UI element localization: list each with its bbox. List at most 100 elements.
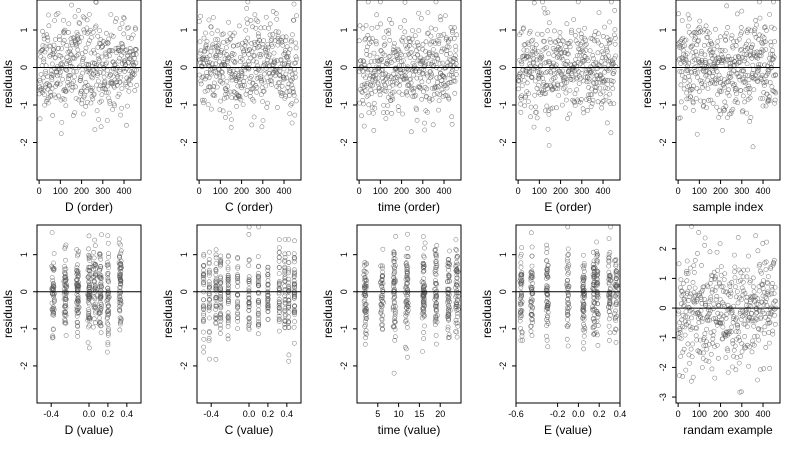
data-point bbox=[580, 263, 586, 269]
data-point bbox=[577, 47, 583, 52]
data-point bbox=[106, 307, 111, 313]
data-point bbox=[724, 56, 730, 62]
data-point bbox=[391, 249, 397, 255]
data-point bbox=[611, 71, 616, 76]
data-point bbox=[422, 245, 427, 251]
x-tick-label: 400 bbox=[756, 409, 771, 419]
data-point bbox=[613, 294, 618, 299]
data-point bbox=[256, 278, 261, 283]
data-point bbox=[681, 78, 687, 84]
data-point bbox=[210, 87, 216, 93]
data-point bbox=[575, 0, 581, 5]
data-point bbox=[213, 255, 219, 261]
data-point bbox=[719, 47, 725, 53]
data-point bbox=[768, 266, 774, 271]
data-point bbox=[760, 309, 765, 314]
data-point bbox=[559, 50, 565, 55]
y-tick-label: -2 bbox=[658, 138, 668, 146]
data-point bbox=[227, 31, 233, 36]
data-point bbox=[201, 263, 207, 268]
data-point bbox=[678, 354, 684, 359]
data-point bbox=[588, 64, 594, 70]
data-point bbox=[454, 308, 460, 313]
data-point bbox=[218, 50, 224, 55]
data-point bbox=[291, 17, 297, 23]
data-point bbox=[543, 59, 549, 65]
data-point bbox=[449, 121, 455, 127]
data-point bbox=[565, 322, 571, 328]
data-point bbox=[246, 286, 252, 291]
data-point bbox=[692, 285, 698, 291]
data-point bbox=[730, 338, 736, 344]
data-point bbox=[269, 36, 275, 42]
data-point bbox=[720, 288, 726, 294]
data-point bbox=[442, 75, 448, 81]
data-point bbox=[373, 41, 379, 47]
data-point bbox=[728, 36, 734, 41]
data-point bbox=[411, 86, 417, 91]
data-point bbox=[59, 61, 64, 66]
data-point bbox=[595, 323, 601, 328]
data-point bbox=[735, 325, 741, 330]
data-point bbox=[294, 56, 300, 62]
data-point bbox=[291, 255, 297, 261]
data-point bbox=[612, 329, 617, 335]
data-point bbox=[770, 51, 775, 57]
data-point bbox=[286, 288, 292, 293]
y-tick-label: -3 bbox=[658, 393, 668, 401]
x-axis-title: randam example bbox=[683, 423, 773, 437]
data-point bbox=[278, 57, 284, 62]
data-point bbox=[610, 62, 615, 67]
data-point bbox=[544, 246, 550, 251]
data-point bbox=[746, 38, 751, 44]
data-point bbox=[552, 75, 558, 81]
data-point bbox=[454, 334, 460, 340]
data-point bbox=[420, 297, 426, 302]
x-tick-label: 15 bbox=[414, 409, 424, 419]
data-point bbox=[688, 265, 693, 271]
data-point bbox=[586, 79, 592, 84]
data-point bbox=[256, 319, 261, 325]
x-tick-label: 300 bbox=[734, 186, 749, 196]
data-point bbox=[432, 84, 438, 89]
plot-frame bbox=[36, 0, 142, 181]
data-point bbox=[600, 99, 606, 104]
data-point bbox=[430, 64, 436, 70]
data-point bbox=[79, 35, 84, 40]
data-point bbox=[534, 85, 540, 91]
data-point bbox=[207, 53, 213, 59]
data-point bbox=[362, 37, 368, 43]
data-point bbox=[687, 284, 692, 290]
data-point bbox=[246, 300, 252, 306]
data-point bbox=[86, 309, 92, 314]
data-point bbox=[582, 275, 588, 281]
data-point bbox=[426, 78, 431, 84]
data-point bbox=[761, 310, 767, 316]
data-point bbox=[757, 15, 763, 21]
data-point bbox=[708, 41, 714, 46]
data-point bbox=[97, 252, 102, 257]
data-point bbox=[204, 39, 210, 44]
data-point bbox=[518, 260, 524, 266]
data-point bbox=[47, 53, 53, 59]
data-point bbox=[455, 314, 460, 320]
data-point bbox=[614, 294, 620, 300]
data-point bbox=[709, 80, 715, 85]
data-point bbox=[748, 294, 754, 300]
data-point bbox=[584, 55, 590, 61]
data-point bbox=[53, 37, 58, 42]
data-point bbox=[418, 55, 424, 61]
data-point bbox=[772, 97, 778, 103]
data-point bbox=[235, 311, 241, 317]
data-point bbox=[735, 300, 741, 306]
data-point bbox=[367, 81, 373, 87]
data-point bbox=[743, 80, 749, 86]
data-point bbox=[411, 88, 417, 94]
data-point bbox=[116, 47, 122, 53]
data-point bbox=[245, 20, 250, 26]
data-point bbox=[86, 307, 91, 312]
data-point bbox=[544, 317, 549, 322]
data-point bbox=[767, 320, 773, 325]
data-point bbox=[128, 48, 134, 54]
data-point bbox=[234, 104, 239, 109]
